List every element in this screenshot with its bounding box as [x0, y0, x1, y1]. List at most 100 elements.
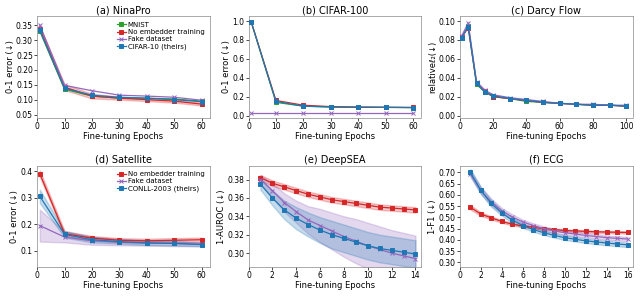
MNIST [116, 96, 124, 100]
Line: No embedder training: No embedder training [259, 176, 417, 212]
No embedder training [473, 82, 481, 85]
MNIST [539, 101, 547, 104]
MNIST [523, 100, 531, 103]
No embedder training [316, 195, 324, 199]
No embedder training [519, 224, 527, 228]
Fake dataset [382, 111, 390, 115]
No embedder training [572, 102, 580, 106]
MNIST [272, 101, 280, 104]
CIFAR-10 (theirs) [605, 103, 613, 107]
CIFAR-10 (theirs) [506, 97, 514, 100]
CONLL-2003 (theirs) [529, 228, 537, 231]
Line: MNIST: MNIST [38, 30, 204, 103]
MNIST [473, 83, 481, 86]
CIFAR-10 (theirs) [410, 106, 417, 109]
MNIST [198, 99, 205, 103]
CIFAR-10 (theirs) [88, 94, 96, 97]
Line: CONLL-2003 (theirs): CONLL-2003 (theirs) [38, 194, 204, 246]
Title: (a) NinaPro: (a) NinaPro [96, 6, 151, 16]
Line: CIFAR-10 (theirs): CIFAR-10 (theirs) [460, 25, 628, 108]
No embedder training [36, 172, 44, 176]
Legend: MNIST, No embedder training, Fake dataset, CIFAR-10 (theirs): MNIST, No embedder training, Fake datase… [115, 20, 207, 52]
CIFAR-10 (theirs) [272, 100, 280, 103]
Fake dataset [467, 172, 474, 175]
Fake dataset [340, 235, 348, 238]
CIFAR-10 (theirs) [523, 99, 531, 102]
Fake dataset [603, 236, 611, 239]
CONLL-2003 (theirs) [364, 244, 372, 247]
Line: No embedder training: No embedder training [468, 206, 629, 234]
CONLL-2003 (theirs) [280, 208, 288, 212]
CONLL-2003 (theirs) [508, 218, 516, 222]
Fake dataset [508, 215, 516, 219]
CONLL-2003 (theirs) [613, 242, 621, 246]
MNIST [36, 29, 44, 33]
Fake dataset [523, 98, 531, 101]
CIFAR-10 (theirs) [473, 82, 481, 85]
No embedder training [257, 176, 264, 179]
Fake dataset [605, 103, 613, 107]
Fake dataset [550, 229, 558, 233]
No embedder training [488, 216, 495, 220]
No embedder training [269, 181, 276, 185]
No embedder training [572, 229, 579, 233]
No embedder training [355, 105, 362, 109]
Fake dataset [498, 209, 506, 213]
Fake dataset [572, 102, 580, 106]
MNIST [410, 106, 417, 109]
No embedder training [198, 238, 205, 242]
Title: (d) Satellite: (d) Satellite [95, 155, 152, 165]
No embedder training [170, 99, 178, 103]
MNIST [481, 90, 489, 94]
CONLL-2003 (theirs) [519, 224, 527, 227]
CONLL-2003 (theirs) [292, 216, 300, 220]
Fake dataset [272, 111, 280, 115]
No embedder training [198, 102, 205, 106]
CONLL-2003 (theirs) [488, 202, 495, 205]
No embedder training [529, 226, 537, 229]
No embedder training [523, 99, 531, 102]
Fake dataset [624, 237, 632, 241]
Line: CIFAR-10 (theirs): CIFAR-10 (theirs) [250, 20, 415, 109]
Line: CONLL-2003 (theirs): CONLL-2003 (theirs) [259, 182, 417, 256]
Y-axis label: 1-F1 (↓): 1-F1 (↓) [428, 199, 437, 234]
CONLL-2003 (theirs) [582, 239, 589, 243]
No embedder training [508, 222, 516, 226]
CIFAR-10 (theirs) [572, 102, 580, 106]
CONLL-2003 (theirs) [116, 240, 124, 243]
No embedder training [592, 230, 600, 234]
MNIST [300, 104, 307, 108]
CONLL-2003 (theirs) [561, 236, 568, 239]
CIFAR-10 (theirs) [198, 100, 205, 104]
Fake dataset [490, 93, 497, 96]
CIFAR-10 (theirs) [170, 98, 178, 102]
CONLL-2003 (theirs) [572, 237, 579, 241]
CONLL-2003 (theirs) [198, 243, 205, 246]
Title: (b) CIFAR-100: (b) CIFAR-100 [302, 6, 368, 16]
Fake dataset [143, 94, 151, 98]
Line: No embedder training: No embedder training [250, 20, 415, 109]
Fake dataset [582, 234, 589, 237]
Line: MNIST: MNIST [250, 20, 415, 109]
Fake dataset [170, 242, 178, 245]
Fake dataset [61, 235, 68, 239]
No embedder training [481, 89, 489, 93]
No embedder training [556, 102, 563, 105]
No embedder training [328, 198, 336, 202]
Line: Fake dataset: Fake dataset [468, 172, 629, 241]
No embedder training [410, 106, 417, 109]
CIFAR-10 (theirs) [490, 94, 497, 97]
MNIST [506, 97, 514, 100]
CIFAR-10 (theirs) [622, 104, 630, 108]
CIFAR-10 (theirs) [355, 105, 362, 109]
Fake dataset [364, 244, 372, 247]
Line: No embedder training: No embedder training [38, 27, 204, 106]
Fake dataset [352, 239, 360, 243]
No embedder training [143, 98, 151, 102]
CIFAR-10 (theirs) [116, 96, 124, 99]
No embedder training [248, 20, 255, 24]
CONLL-2003 (theirs) [477, 189, 484, 192]
MNIST [382, 106, 390, 109]
No embedder training [61, 232, 68, 235]
CONLL-2003 (theirs) [467, 171, 474, 174]
